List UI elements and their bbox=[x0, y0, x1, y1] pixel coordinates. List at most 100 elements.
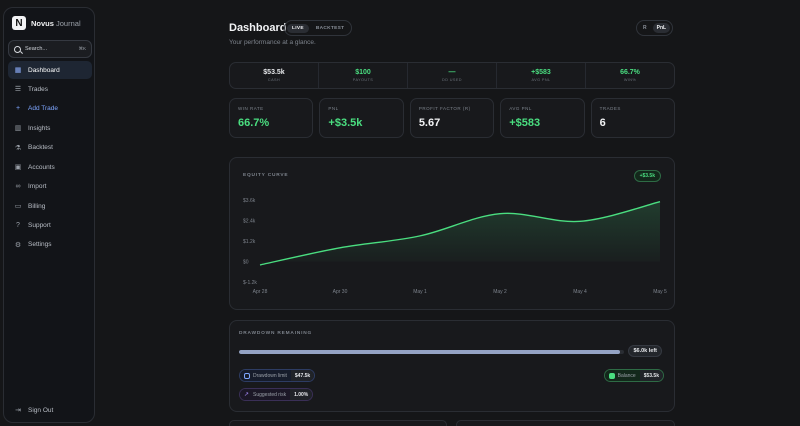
sidebar-nav: ▦ Dashboard ☰ Trades + Add Trade ▥ Insig… bbox=[8, 61, 92, 255]
drawdown-left-badge: $6.0k left bbox=[628, 345, 662, 357]
x-tick-label: May 2 bbox=[493, 289, 507, 295]
balance-label: Balance bbox=[617, 372, 636, 379]
grid-icon: ▦ bbox=[14, 67, 22, 74]
summary-value: — bbox=[448, 69, 456, 76]
sidebar-item-label: Settings bbox=[28, 241, 52, 249]
sidebar-item-support[interactable]: ? Support bbox=[8, 217, 92, 235]
brand-logo: N bbox=[12, 16, 26, 30]
summary-value: $100 bbox=[355, 69, 371, 76]
summary-avg-pnl: +$583 AVG PNL bbox=[497, 63, 586, 88]
drawdown-progress-fill bbox=[239, 350, 621, 354]
logout-icon: ⇥ bbox=[15, 407, 21, 414]
sign-out-button[interactable]: ⇥ Sign Out bbox=[14, 406, 54, 415]
kpi-pnl: PNL +$3.5k bbox=[319, 98, 404, 138]
search-placeholder: Search... bbox=[25, 46, 48, 52]
sidebar-item-dashboard[interactable]: ▦ Dashboard bbox=[8, 61, 92, 79]
view-r-button[interactable]: R bbox=[643, 25, 647, 31]
sidebar-item-settings[interactable]: ⚙ Settings bbox=[8, 236, 92, 254]
kpi-label: PROFIT FACTOR (R) bbox=[418, 106, 471, 111]
sidebar-item-label: Add Trade bbox=[28, 105, 58, 113]
sidebar-item-insights[interactable]: ▥ Insights bbox=[8, 119, 92, 137]
sidebar-item-label: Backtest bbox=[28, 144, 53, 152]
help-icon: ? bbox=[16, 222, 20, 229]
kpi-value: 5.67 bbox=[418, 117, 441, 129]
search-icon bbox=[14, 45, 21, 53]
kpi-avg-pnl: AVG PNL +$583 bbox=[500, 98, 585, 138]
kpi-label: AVG PNL bbox=[509, 106, 532, 111]
page-title: Dashboard bbox=[229, 22, 287, 34]
kpi-value: 6 bbox=[599, 117, 606, 129]
kpi-label: PNL bbox=[328, 106, 339, 111]
view-pnl-button[interactable]: PnL bbox=[652, 23, 671, 33]
kpi-value: 66.7% bbox=[238, 117, 270, 129]
summary-label: DD USED bbox=[442, 78, 462, 82]
card-icon: ▭ bbox=[14, 203, 22, 211]
brand[interactable]: N Novus Journal bbox=[12, 16, 81, 30]
y-tick-label: $-1.2k bbox=[243, 280, 257, 286]
summary-value: +$583 bbox=[531, 69, 551, 76]
summary-dd-used: — DD USED bbox=[408, 63, 497, 88]
bar-chart-icon: ▥ bbox=[14, 125, 22, 133]
suggested-risk-label: Suggested risk bbox=[253, 391, 287, 398]
equity-area bbox=[260, 201, 660, 265]
x-tick-label: Apr 30 bbox=[333, 289, 348, 295]
y-tick-label: $3.6k bbox=[243, 198, 256, 204]
sidebar-item-import[interactable]: ∞ Import bbox=[8, 178, 92, 196]
sidebar: N Novus Journal Search... ⌘K ▦ Dashboard… bbox=[3, 7, 95, 423]
list-icon: ☰ bbox=[14, 86, 22, 94]
drawdown-limit-pill: Drawdown limit $47.5k bbox=[239, 369, 316, 382]
sidebar-item-label: Accounts bbox=[28, 163, 55, 171]
equity-chart: $3.6k $2.4k $1.2k $0 $-1.2k Apr 28 Apr 30 May … bbox=[243, 198, 667, 295]
kpi-profit-factor: PROFIT FACTOR (R) 5.67 bbox=[409, 98, 495, 138]
summary-payouts: $100 PAYOUTS bbox=[319, 63, 408, 88]
sidebar-item-accounts[interactable]: ▣ Accounts bbox=[8, 158, 92, 176]
mode-backtest-button[interactable]: BACKTEST bbox=[315, 25, 345, 31]
sign-out-label: Sign Out bbox=[28, 406, 54, 414]
summary-label: WIN% bbox=[623, 78, 637, 82]
sidebar-item-add-trade[interactable]: + Add Trade bbox=[8, 100, 92, 118]
shield-icon bbox=[244, 372, 250, 379]
sidebar-item-billing[interactable]: ▭ Billing bbox=[8, 197, 92, 215]
kpi-value: +$3.5k bbox=[328, 117, 363, 129]
balance-value: $53.5k bbox=[639, 370, 663, 381]
equity-badge: +$3.5k bbox=[633, 170, 661, 182]
x-tick-label: May 1 bbox=[413, 289, 427, 295]
suggested-risk-value: 1.00% bbox=[290, 389, 313, 400]
x-tick-label: May 5 bbox=[653, 289, 667, 295]
page-subtitle: Your performance at a glance. bbox=[229, 39, 316, 46]
kpi-label: WIN RATE bbox=[238, 106, 264, 111]
briefcase-icon: ▣ bbox=[14, 164, 22, 172]
view-toggle: R PnL bbox=[636, 20, 674, 36]
equity-curve-title: EQUITY CURVE bbox=[243, 173, 289, 178]
sidebar-item-trades[interactable]: ☰ Trades bbox=[8, 80, 92, 98]
kpi-trades: TRADES 6 bbox=[590, 98, 676, 138]
summary-label: CASH bbox=[267, 78, 281, 82]
summary-label: AVG PNL bbox=[531, 78, 551, 82]
link-icon: ∞ bbox=[15, 183, 21, 191]
kpi-row: WIN RATE 66.7% PNL +$3.5k PROFIT FACTOR … bbox=[229, 98, 676, 138]
equity-curve-card: EQUITY CURVE +$3.5k $3.6k $2.4k $1.2k $0 $-1… bbox=[229, 157, 675, 310]
summary-label: PAYOUTS bbox=[352, 78, 374, 82]
search-shortcut: ⌘K bbox=[78, 46, 86, 51]
x-tick-label: May 4 bbox=[573, 289, 587, 295]
bottom-card-left bbox=[229, 420, 447, 426]
sidebar-item-label: Import bbox=[28, 183, 47, 191]
drawdown-card: DRAWDOWN REMAINING $6.0k left Drawdown l… bbox=[229, 320, 675, 412]
flask-icon: ⚗ bbox=[14, 144, 22, 152]
drawdown-limit-value: $47.5k bbox=[290, 370, 315, 381]
summary-value: 66.7% bbox=[620, 69, 640, 76]
gear-icon: ⚙ bbox=[14, 241, 22, 249]
drawdown-progress bbox=[239, 350, 624, 354]
sidebar-item-label: Trades bbox=[28, 85, 48, 93]
sidebar-item-label: Dashboard bbox=[28, 66, 60, 74]
mode-live-button[interactable]: LIVE bbox=[287, 23, 309, 33]
trend-up-icon: ↗ bbox=[244, 391, 250, 398]
bottom-card-right bbox=[456, 420, 675, 426]
drawdown-title: DRAWDOWN REMAINING bbox=[239, 331, 313, 336]
suggested-risk-pill: ↗ Suggested risk 1.00% bbox=[239, 388, 314, 401]
kpi-value: +$583 bbox=[509, 117, 541, 129]
search-input[interactable]: Search... ⌘K bbox=[8, 40, 92, 58]
summary-win-pct: 66.7% WIN% bbox=[586, 63, 674, 88]
sidebar-item-backtest[interactable]: ⚗ Backtest bbox=[8, 139, 92, 157]
summary-strip: $53.5k CASH $100 PAYOUTS — DD USED +$583… bbox=[229, 62, 675, 89]
